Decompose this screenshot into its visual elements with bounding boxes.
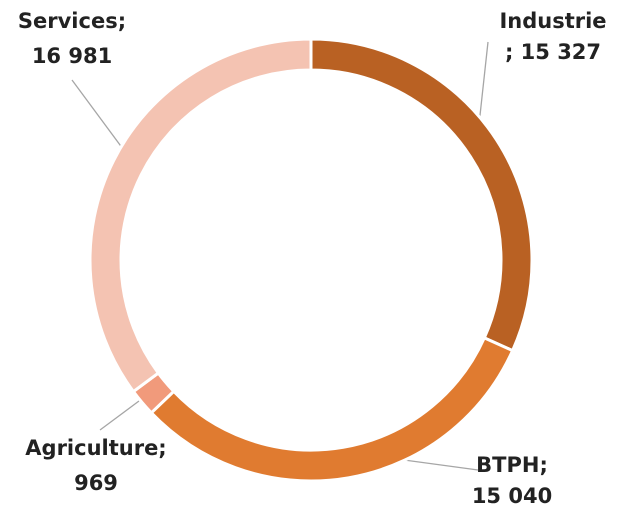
data-label: Industrie: [499, 9, 606, 33]
data-label: 16 981: [32, 44, 112, 68]
data-label: 969: [74, 471, 118, 495]
data-label: Agriculture;: [25, 436, 166, 460]
data-label: 15 040: [472, 484, 552, 508]
data-label: ; 15 327: [505, 40, 601, 64]
leader-line: [99, 397, 144, 431]
donut-slice: [88, 37, 313, 394]
donut-slice: [309, 37, 534, 353]
donut-slice: [149, 335, 515, 483]
data-label: Services;: [18, 9, 126, 33]
data-label: BTPH;: [476, 453, 548, 477]
